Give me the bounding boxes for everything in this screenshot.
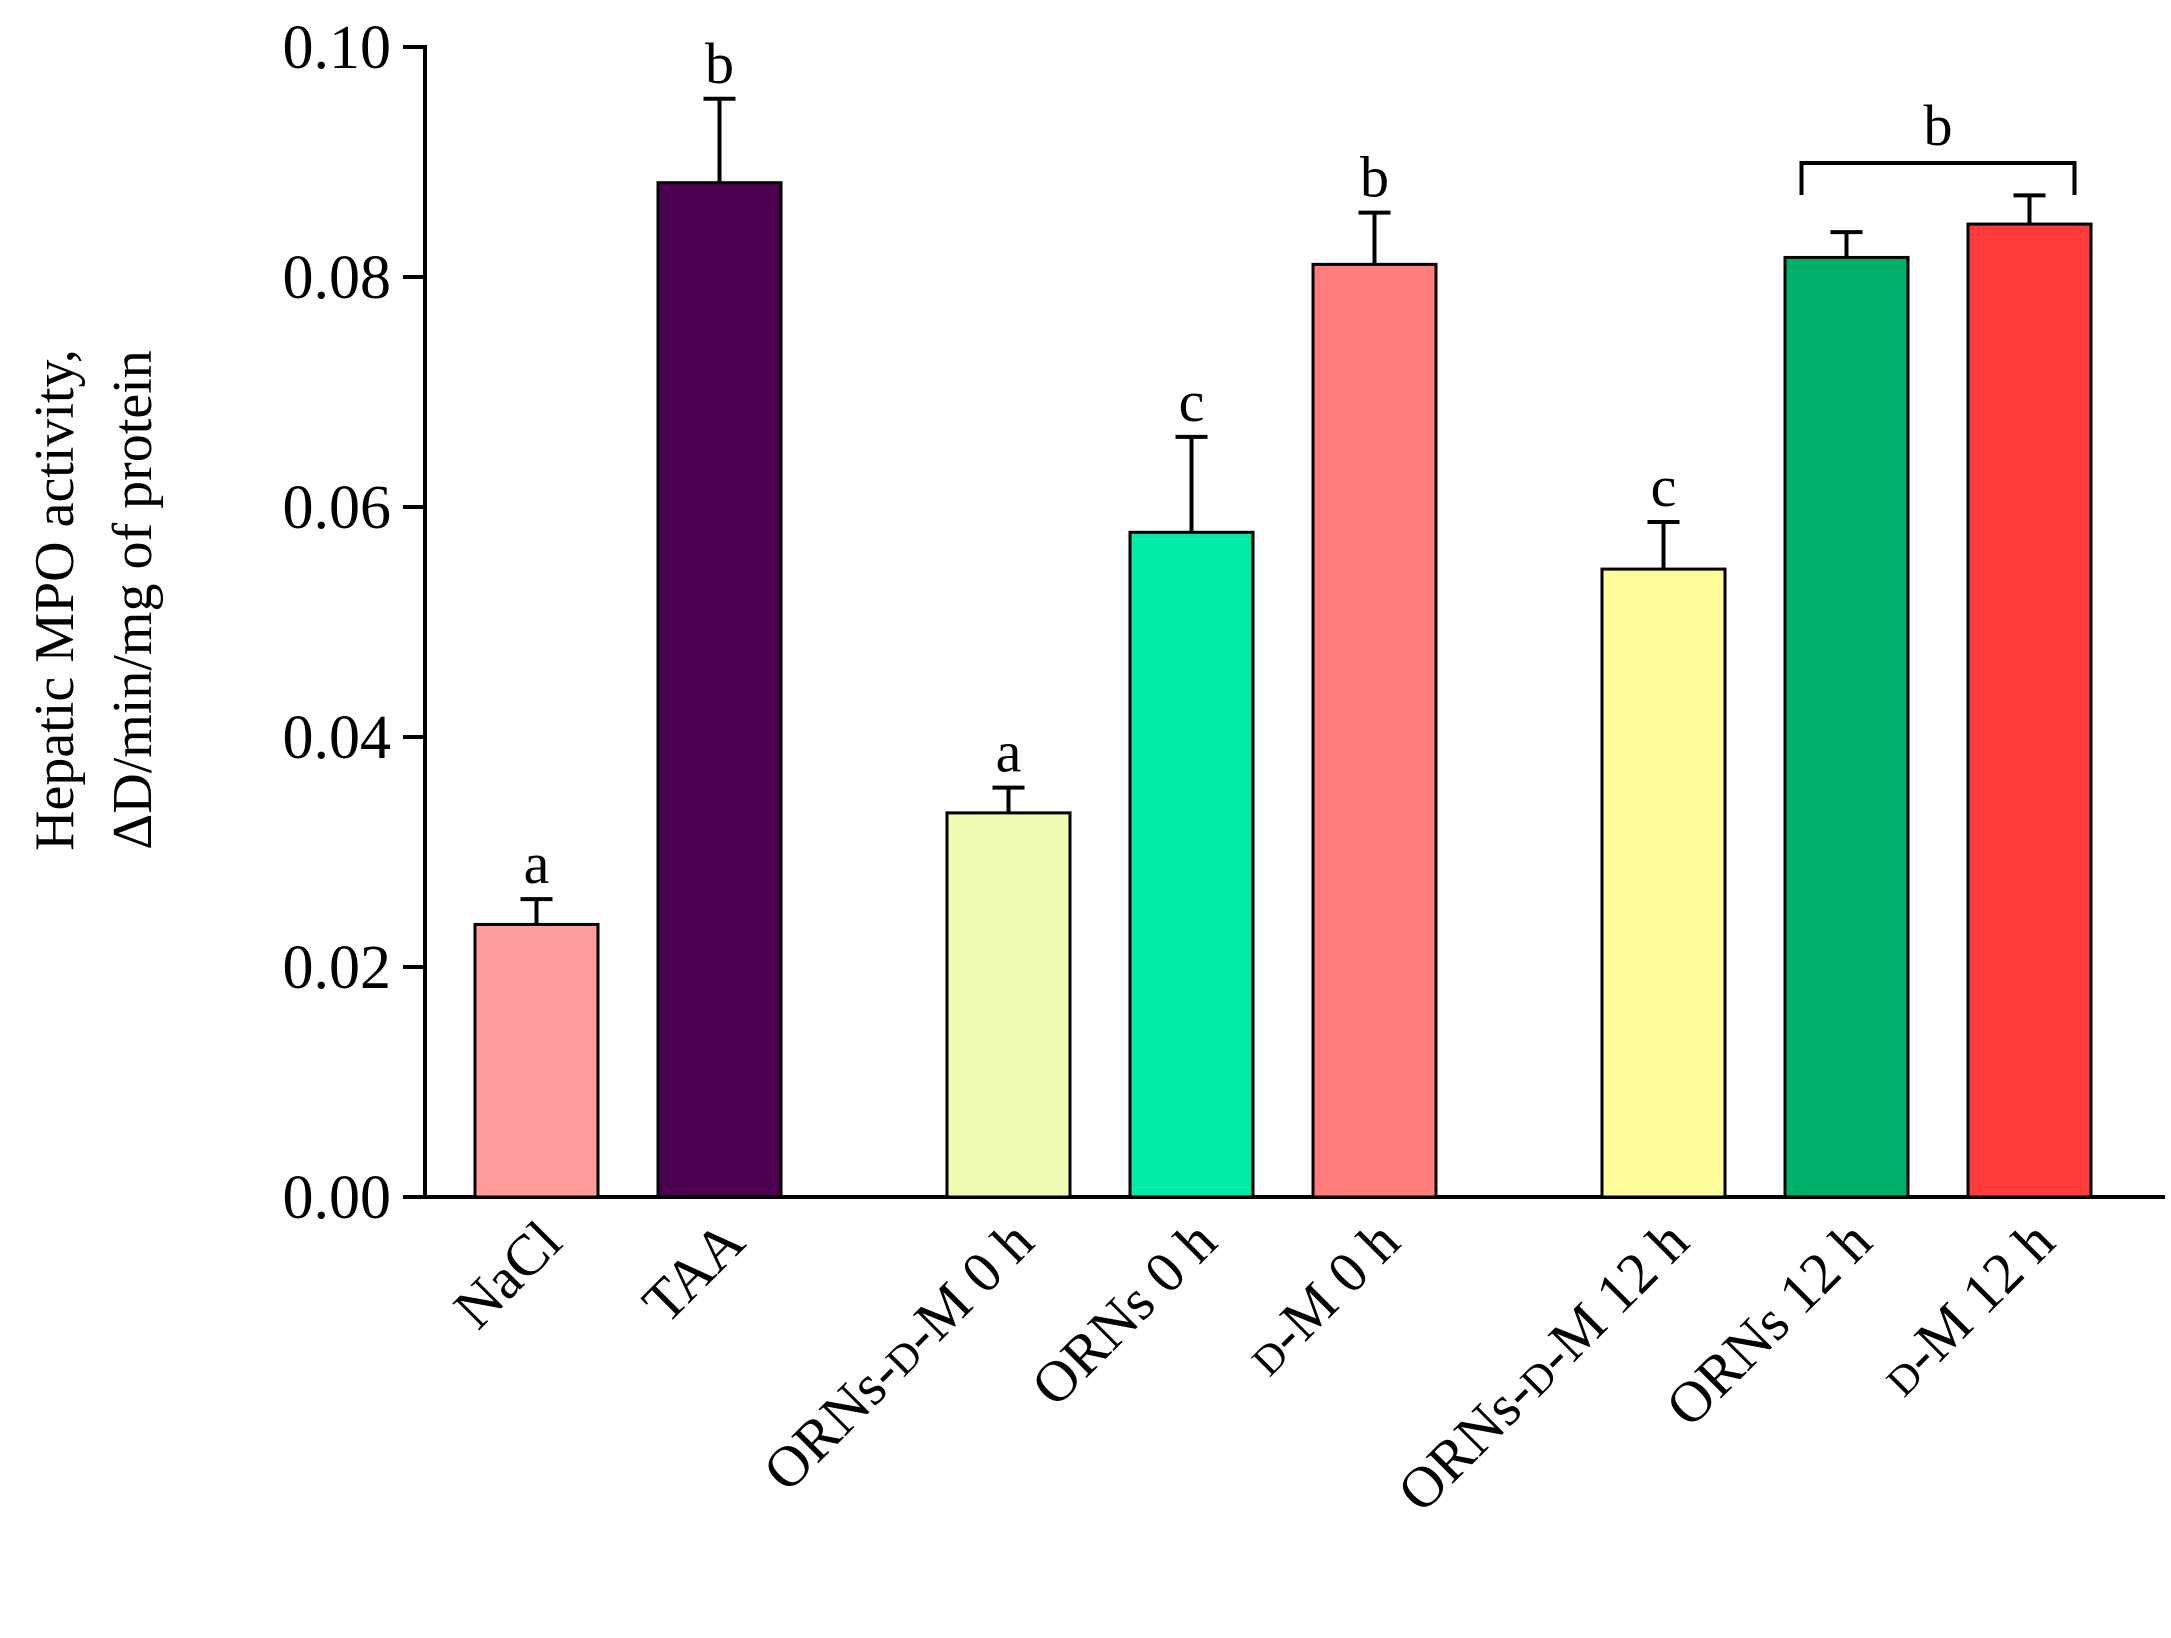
x-tick-label-part: NaCl (441, 1208, 574, 1341)
y-tick-label: 0.02 (283, 934, 392, 1002)
significance-label: b (1360, 145, 1389, 210)
x-tick-label: ORNs 0 h (1019, 1208, 1229, 1418)
bar (656, 181, 783, 1199)
x-tick-label-part: ORNs- (750, 1341, 912, 1503)
significance-label: b (705, 31, 734, 96)
significance-bracket (1799, 161, 2077, 195)
y-tick-label: 0.08 (283, 244, 392, 312)
x-tick-label-part: TAA (630, 1208, 757, 1335)
bracket-label: b (1924, 93, 1953, 158)
bar (1128, 530, 1255, 1199)
x-tick-label: D-M 12 h (1867, 1208, 2067, 1408)
x-tick-label: ORNs-D-M 12 h (1385, 1208, 1701, 1524)
bar (1311, 262, 1438, 1199)
y-axis-label: ΔD/min/mg of protein (102, 350, 164, 850)
significance-label: c (1179, 369, 1205, 434)
x-tick-label-part: -M 0 h (1254, 1208, 1412, 1366)
y-tick-label: 0.04 (283, 704, 392, 772)
x-tick-label-part: ORNs- (1385, 1362, 1547, 1524)
x-tick-label-part: -M 0 h (888, 1208, 1046, 1366)
y-axis-label: Hepatic MPO activity, (24, 349, 86, 851)
x-tick-label: ORNs-D-M 0 h (750, 1208, 1045, 1503)
x-tick-label: TAA (630, 1208, 757, 1335)
bar (1600, 567, 1727, 1199)
x-tick-label-part: ORNs 0 h (1019, 1208, 1229, 1418)
y-tick-label: 0.10 (283, 14, 392, 82)
y-tick-label: 0.06 (283, 474, 392, 542)
x-tick-label: D-M 0 h (1233, 1208, 1412, 1387)
plot-area: 0.00 0.02 0.04 0.06 0.08 0.10 Hepatic MPO acti… (24, 14, 2165, 1524)
x-tick-label-part: -M 12 h (1523, 1208, 1701, 1386)
significance-label: c (1651, 454, 1677, 519)
bar (473, 922, 600, 1199)
bar (945, 811, 1072, 1199)
bar (1783, 255, 1910, 1199)
significance-label: a (996, 720, 1022, 785)
bar (1966, 222, 2093, 1199)
y-tick-label: 0.00 (283, 1164, 392, 1232)
x-tick-label: NaCl (441, 1208, 574, 1341)
x-tick-label-part: -M 12 h (1889, 1208, 2067, 1386)
significance-label: a (524, 831, 550, 896)
